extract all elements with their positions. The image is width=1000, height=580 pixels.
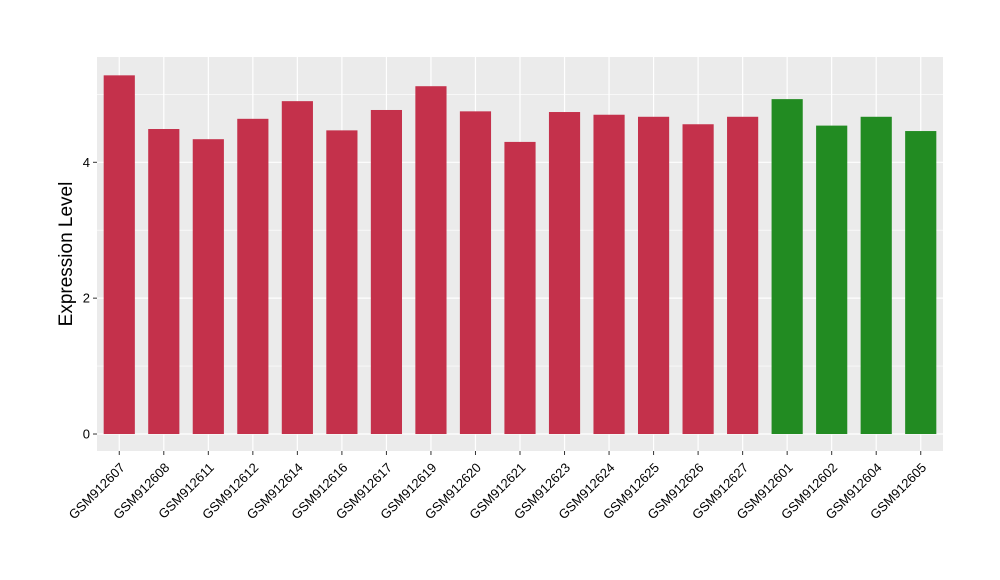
bar-GSM912623 <box>548 112 581 435</box>
bar-GSM912607 <box>103 75 135 435</box>
bar-GSM912616 <box>326 130 358 435</box>
bar-GSM912604 <box>860 116 892 435</box>
bar-GSM912626 <box>682 124 714 435</box>
y-axis-title: Expression Level <box>56 182 77 327</box>
y-tick-label: 4 <box>83 155 90 170</box>
bar-GSM912605 <box>905 131 937 435</box>
bar-GSM912621 <box>504 141 536 435</box>
bar-GSM912627 <box>727 116 759 435</box>
bar-GSM912612 <box>237 118 269 435</box>
bar-GSM912614 <box>281 101 313 435</box>
bar-GSM912608 <box>148 129 180 435</box>
bar-GSM912620 <box>459 111 492 435</box>
bars <box>103 75 937 435</box>
bar-GSM912619 <box>415 86 447 435</box>
bar-GSM912611 <box>192 139 224 435</box>
y-tick-label: 2 <box>83 291 90 306</box>
bar-GSM912617 <box>370 109 403 435</box>
bar-GSM912625 <box>637 116 670 435</box>
bar-GSM912602 <box>816 125 848 435</box>
bar-GSM912624 <box>593 114 625 435</box>
bar-GSM912601 <box>771 99 803 435</box>
y-tick-label: 0 <box>83 427 90 442</box>
